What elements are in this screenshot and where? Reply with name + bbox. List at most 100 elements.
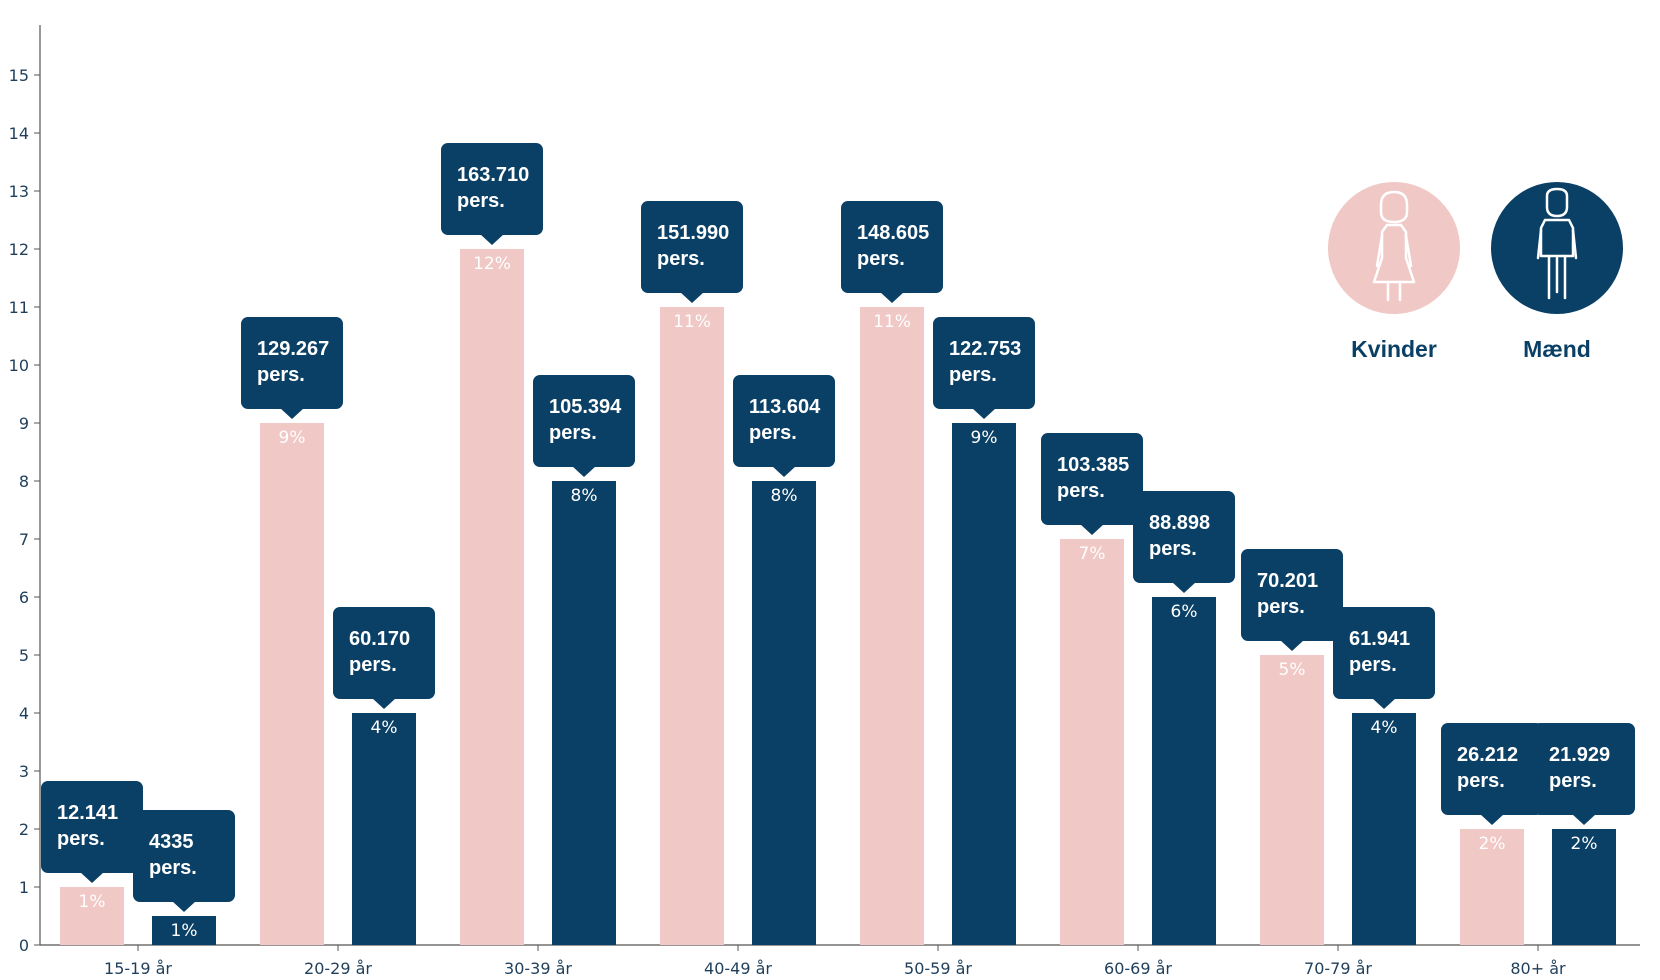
bar-value-label: 11% — [873, 312, 911, 332]
legend-item-men: Mænd — [1491, 182, 1623, 362]
y-tick-label: 9 — [19, 414, 29, 433]
callout-value: 21.929 — [1549, 744, 1610, 766]
bar-value-label: 1% — [171, 921, 198, 941]
y-tick-label: 8 — [19, 472, 29, 491]
callout-box — [1241, 549, 1343, 641]
callout-pointer — [572, 466, 596, 477]
callouts: 12.141pers.129.267pers.163.710pers.151.9… — [41, 143, 1635, 912]
bar-men — [352, 713, 416, 945]
callout-box — [841, 201, 943, 293]
callout-unit: pers. — [1349, 654, 1397, 676]
bar-men — [752, 481, 816, 945]
callout-pointer — [772, 466, 796, 477]
callout-box — [1333, 607, 1435, 699]
callout-box — [1441, 723, 1543, 815]
callout: 21.929 pers. — [1533, 723, 1635, 825]
x-tick-label: 60-69 år — [1104, 959, 1172, 978]
callout-pointer — [1572, 814, 1596, 825]
callout-box — [933, 317, 1035, 409]
callout-value: 61.941 — [1349, 628, 1410, 650]
callout-box — [441, 143, 543, 235]
callout: 70.201 pers. — [1241, 549, 1343, 651]
bar-value-label: 4% — [1371, 718, 1398, 738]
woman-icon — [1372, 190, 1416, 302]
callout: 12.141 pers. — [41, 781, 143, 883]
bar-value-label: 7% — [1079, 544, 1106, 564]
callout-unit: pers. — [1149, 538, 1197, 560]
callout-pointer — [1172, 582, 1196, 593]
y-tick-label: 15 — [9, 66, 29, 85]
callout: 61.941 pers. — [1333, 607, 1435, 709]
callout: 105.394 pers. — [533, 375, 635, 477]
callout-unit: pers. — [949, 364, 997, 386]
callout-unit: pers. — [749, 422, 797, 444]
x-tick-label: 80+ år — [1510, 959, 1566, 978]
bar-men — [1352, 713, 1416, 945]
bar-women — [860, 307, 924, 945]
x-tick-label: 20-29 år — [304, 959, 372, 978]
x-tick-label: 40-49 år — [704, 959, 772, 978]
callout-value: 113.604 — [749, 396, 821, 418]
men-legend-circle — [1491, 182, 1623, 314]
y-tick-label: 3 — [19, 762, 29, 781]
callout-pointer — [880, 292, 904, 303]
bar-women — [460, 249, 524, 945]
x-tick-label: 30-39 år — [504, 959, 572, 978]
y-tick-label: 7 — [19, 530, 29, 549]
callout-box — [133, 810, 235, 902]
callout-box — [333, 607, 435, 699]
y-tick-label: 11 — [9, 298, 29, 317]
callout-unit: pers. — [1257, 596, 1305, 618]
bar-value-label: 2% — [1571, 834, 1598, 854]
callout-box — [533, 375, 635, 467]
callout-value: 148.605 — [857, 222, 929, 244]
women-legend-circle — [1328, 182, 1460, 314]
callout-value: 26.212 — [1457, 744, 1518, 766]
bar-value-label: 8% — [771, 486, 798, 506]
callout-value: 103.385 — [1057, 454, 1129, 476]
callout-unit: pers. — [457, 190, 505, 212]
y-tick-label: 2 — [19, 820, 29, 839]
callout-unit: pers. — [349, 654, 397, 676]
callout-pointer — [280, 408, 304, 419]
bar-women — [260, 423, 324, 945]
bar-value-label: 9% — [279, 428, 306, 448]
bar-women — [660, 307, 724, 945]
legend-label-women: Kvinder — [1351, 336, 1437, 362]
bar-value-label: 11% — [673, 312, 711, 332]
legend-label-men: Mænd — [1523, 336, 1591, 362]
callout: 129.267 pers. — [241, 317, 343, 419]
bar-men — [552, 481, 616, 945]
callout-unit: pers. — [1457, 770, 1505, 792]
callout-pointer — [80, 872, 104, 883]
y-tick-label: 6 — [19, 588, 29, 607]
y-tick-label: 0 — [19, 936, 29, 955]
bar-women — [1060, 539, 1124, 945]
callout-box — [641, 201, 743, 293]
callout: 103.385 pers. — [1041, 433, 1143, 535]
callout-value: 105.394 — [549, 396, 622, 418]
callout-pointer — [372, 698, 396, 709]
callout-pointer — [972, 408, 996, 419]
bar-value-label: 8% — [571, 486, 598, 506]
callout-pointer — [1372, 698, 1396, 709]
y-tick-label: 1 — [19, 878, 29, 897]
bar-value-label: 12% — [473, 254, 511, 274]
callout-unit: pers. — [149, 857, 197, 879]
callout-pointer — [480, 234, 504, 245]
callout-value: 129.267 — [257, 338, 329, 360]
y-tick-label: 12 — [9, 240, 29, 259]
bar-value-label: 1% — [79, 892, 106, 912]
man-icon — [1536, 187, 1578, 300]
callout-box — [1041, 433, 1143, 525]
callout: 148.605 pers. — [841, 201, 943, 303]
callout-unit: pers. — [257, 364, 305, 386]
callout-unit: pers. — [57, 828, 105, 850]
callout-unit: pers. — [1549, 770, 1597, 792]
callout-pointer — [680, 292, 704, 303]
bar-value-label: 5% — [1279, 660, 1306, 680]
bar-men — [1552, 829, 1616, 945]
callout: 4335 pers. — [133, 810, 235, 912]
callout: 151.990 pers. — [641, 201, 743, 303]
bar-men — [952, 423, 1016, 945]
